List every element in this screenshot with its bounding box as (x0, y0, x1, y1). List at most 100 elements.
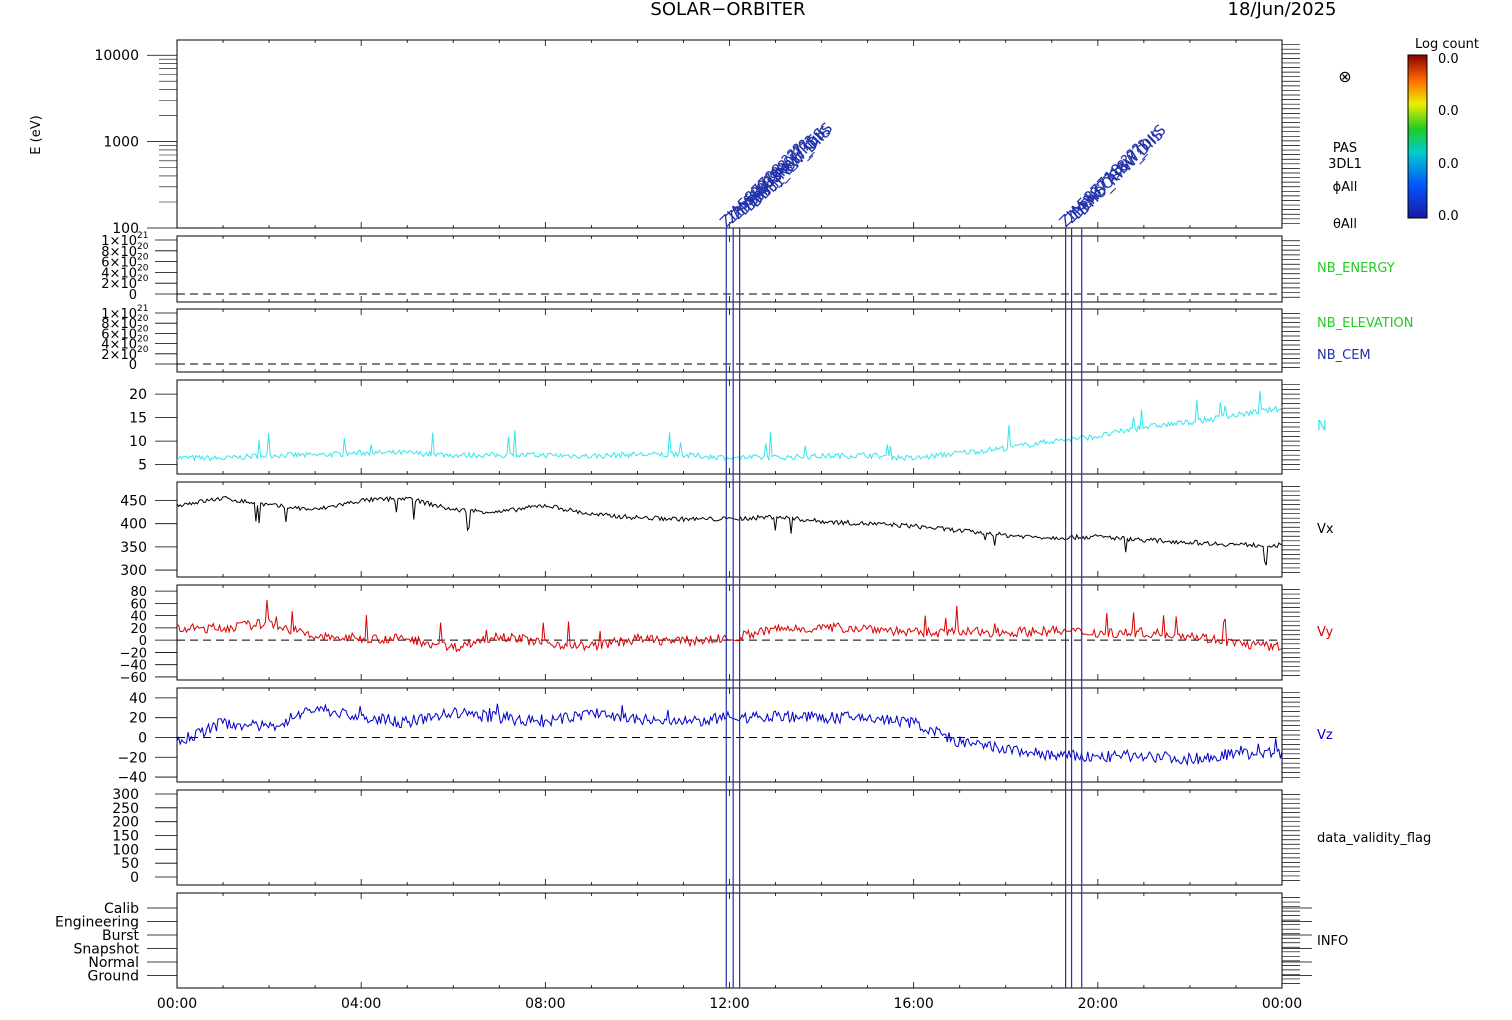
nb_elevation-tick-label: 8×10 (101, 317, 137, 332)
n-tick-label: 5 (138, 458, 147, 474)
x-tick-label: 16:00 (893, 996, 933, 1012)
vx-tick-label: 400 (120, 517, 147, 533)
panel-frame-energy (176, 39, 1283, 229)
energy-right-3dl1: 3DL1 (1328, 157, 1362, 172)
x-tick-label: 20:00 (1078, 996, 1118, 1012)
vy-tick-label: 80 (130, 585, 147, 600)
nb_energy-tick-label: 4×10 (101, 266, 137, 281)
vx-tick-label: 300 (120, 563, 147, 579)
nb_elevation-tick-exponent: 21 (137, 304, 148, 314)
info-mode-label: Calib (104, 901, 139, 917)
nb_energy-tick-label: 6×10 (101, 256, 137, 271)
nb_elevation-tick-label: 2×10 (101, 348, 137, 363)
x-tick-label: 08:00 (525, 996, 565, 1012)
panel-frame-validity (176, 789, 1283, 886)
validity-tick-label: 200 (112, 815, 139, 831)
chart-title: SOLAR−ORBITER (650, 0, 805, 20)
nb_elevation-tick-label: 0 (129, 358, 137, 373)
n-label: N (1317, 419, 1327, 434)
nb_energy-tick-exponent: 20 (137, 274, 149, 284)
vy-tick-label: −20 (120, 646, 147, 661)
vy-tick-label: 40 (130, 610, 147, 625)
panel-frame-vz (176, 687, 1283, 783)
vy-series-line (176, 599, 1283, 653)
info-mode-label: Burst (102, 928, 140, 944)
validity-tick-label: 150 (112, 829, 139, 845)
nb_energy-tick-exponent: 20 (137, 253, 149, 263)
colorbar: Log count 0.0 0.0 0.0 0.0 (1407, 37, 1479, 224)
nb_energy-tick-label: 1×10 (101, 234, 137, 249)
vx-tick-label: 450 (120, 494, 147, 510)
nb_elevation-tick-exponent: 20 (137, 324, 149, 334)
nb-elevation-label: NB_ELEVATION (1317, 316, 1414, 331)
vy-tick-label: 0 (139, 634, 147, 649)
info-mode-label: Ground (88, 969, 140, 985)
colorbar-label: 0.0 (1438, 209, 1459, 224)
colorbar-label: 0.0 (1438, 157, 1459, 172)
panel-frame-nb-energy (176, 235, 1283, 303)
n-tick-label: 20 (129, 387, 147, 403)
energy-right-phi: ϕAll (1333, 180, 1358, 195)
nb_energy-tick-exponent: 20 (137, 263, 149, 273)
validity-tick-label: 50 (121, 856, 139, 872)
series-layer (176, 390, 1283, 767)
energy-tick-label: 1000 (103, 135, 139, 151)
energy-right-pas: PAS (1333, 141, 1357, 156)
chart-date: 18/Jun/2025 (1228, 0, 1337, 20)
x-tick-label: 04:00 (341, 996, 381, 1012)
event-markers: ZIA587708 ???ZIA588708 ???ZIA588200 ???D… (716, 119, 1170, 988)
validity-tick-label: 250 (112, 801, 139, 817)
nb-cem-label: NB_CEM (1317, 348, 1371, 363)
nb_elevation-tick-exponent: 20 (137, 314, 149, 324)
x-tick-label: 00:00 (157, 996, 197, 1012)
panel-frame-info (176, 892, 1283, 989)
vy-tick-label: −60 (120, 671, 147, 686)
vz-tick-label: −40 (117, 770, 147, 786)
x-tick-label: 12:00 (709, 996, 749, 1012)
nb_elevation-tick-label: 6×10 (101, 327, 137, 342)
panel-frame-vy (176, 584, 1283, 681)
panel-frame-nb-elevation (176, 308, 1283, 373)
vz-label: Vz (1317, 728, 1333, 743)
nb_energy-tick-exponent: 20 (137, 242, 149, 252)
info-mode-label: Engineering (55, 915, 139, 931)
energy-ylabel: E (eV) (29, 115, 44, 154)
nb_energy-tick-exponent: 21 (137, 231, 148, 241)
validity-tick-label: 0 (130, 870, 139, 886)
nb-energy-label: NB_ENERGY (1317, 261, 1395, 276)
colorbar-label: 0.0 (1438, 52, 1459, 67)
vx-series-line (176, 495, 1283, 566)
nb_elevation-tick-exponent: 20 (137, 345, 149, 355)
vz-tick-label: −20 (117, 750, 147, 766)
validity-tick-label: 300 (112, 787, 139, 803)
info-mode-label: Snapshot (74, 942, 140, 958)
nb_elevation-tick-label: 4×10 (101, 338, 137, 353)
panel-frame-n (176, 379, 1283, 475)
vx-label: Vx (1317, 522, 1334, 537)
panel-frame-vx (176, 481, 1283, 578)
vy-label: Vy (1317, 625, 1334, 640)
energy-tick-label: 100 (112, 221, 139, 237)
energy-symbol: ⊗ (1338, 67, 1351, 86)
nb_energy-tick-label: 0 (129, 288, 137, 303)
energy-right-theta: θAll (1333, 217, 1357, 232)
vy-tick-label: 60 (130, 597, 147, 612)
n-tick-label: 15 (129, 411, 147, 427)
vz-tick-label: 0 (138, 730, 147, 746)
colorbar-label: 0.0 (1438, 104, 1459, 119)
vz-tick-label: 20 (129, 711, 147, 727)
nb_energy-tick-label: 8×10 (101, 245, 137, 260)
event-marker-label: DBHJ_BW_DIIS (746, 122, 835, 211)
validity-label: data_validity_flag (1317, 831, 1431, 846)
nb_elevation-tick-label: 1×10 (101, 307, 137, 322)
info-mode-label: Normal (88, 955, 139, 971)
n-tick-label: 10 (129, 434, 147, 450)
vz-tick-label: 40 (129, 691, 147, 707)
event-marker-label: DHO_RPW_DIIS (1074, 126, 1168, 220)
energy-tick-label: 10000 (94, 48, 139, 64)
nb_elevation-tick-exponent: 20 (137, 335, 149, 345)
validity-tick-label: 100 (112, 842, 139, 858)
colorbar-gradient (1407, 54, 1428, 219)
